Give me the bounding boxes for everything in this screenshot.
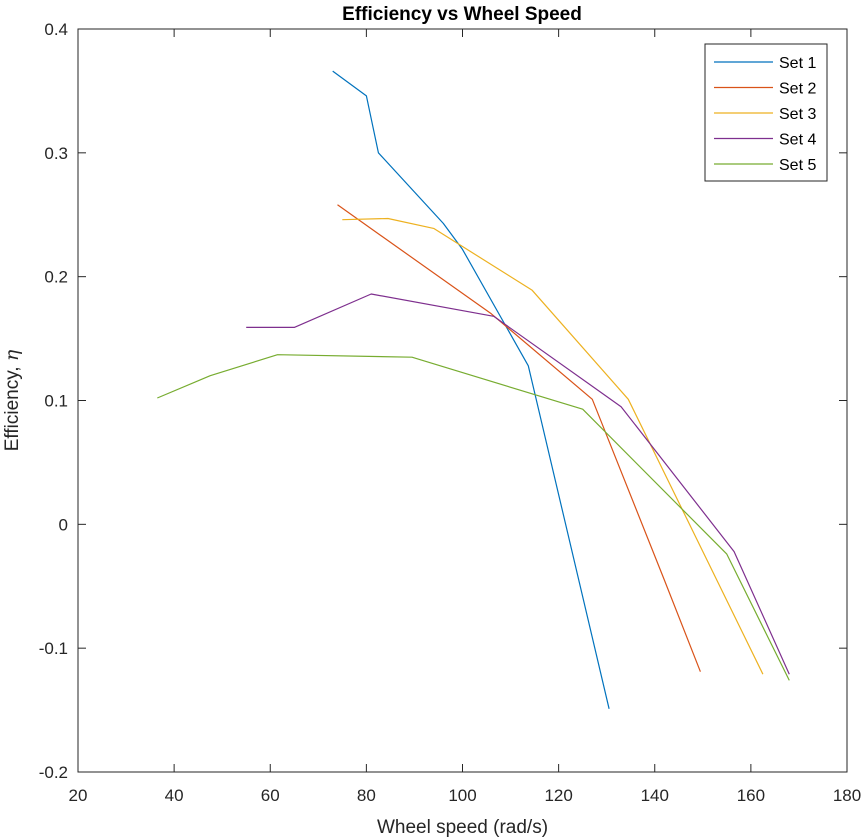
x-axis-title: Wheel speed (rad/s)	[377, 817, 548, 838]
y-tick-label: -0.2	[39, 763, 68, 782]
y-tick-label: 0.3	[44, 144, 68, 163]
x-tick-label: 140	[641, 786, 669, 805]
series-layer	[157, 70, 790, 709]
legend-label-set-2: Set 2	[779, 81, 816, 98]
y-tick-label: 0.4	[44, 20, 68, 39]
series-line-set-2	[337, 204, 701, 672]
y-tick-label: 0	[59, 515, 68, 534]
x-tick-label: 60	[261, 786, 280, 805]
x-tick-label: 20	[69, 786, 88, 805]
legend-label-set-3: Set 3	[779, 106, 816, 123]
legend-label-set-4: Set 4	[779, 132, 816, 149]
legend: Set 1 Set 2 Set 3 Set 4 Set 5	[704, 43, 828, 182]
y-axis-title-symbol: η	[1, 349, 23, 361]
axis-ticks	[77, 28, 848, 773]
y-tick-labels: -0.2 -0.1 0 0.1 0.2 0.3 0.4	[39, 20, 68, 782]
series-line-set-5	[157, 354, 790, 681]
y-tick-label: -0.1	[39, 639, 68, 658]
x-tick-label: 100	[448, 786, 476, 805]
x-tick-label: 120	[544, 786, 572, 805]
x-tick-labels: 20 40 60 80 100 120 140 160 180	[69, 786, 862, 805]
x-tick-label: 40	[165, 786, 184, 805]
y-axis-title: Efficiency, η	[1, 349, 23, 451]
x-tick-label: 160	[737, 786, 765, 805]
legend-label-set-5: Set 5	[779, 157, 816, 174]
y-tick-label: 0.2	[44, 268, 68, 287]
y-tick-label: 0.1	[44, 392, 68, 411]
series-line-set-4	[246, 293, 790, 675]
series-line-set-1	[332, 70, 610, 709]
chart-title: Efficiency vs Wheel Speed	[342, 4, 582, 25]
y-axis-title-text: Efficiency,	[2, 361, 23, 451]
legend-label-set-1: Set 1	[779, 55, 816, 72]
x-tick-label: 80	[357, 786, 376, 805]
x-tick-label: 180	[833, 786, 861, 805]
